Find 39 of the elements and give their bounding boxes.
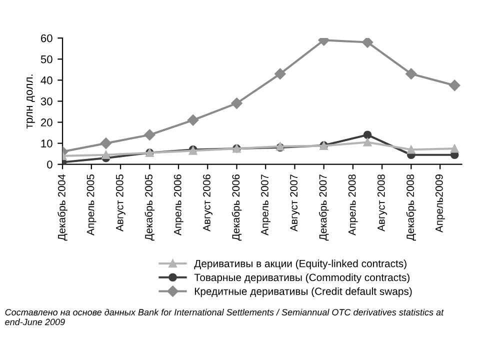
x-tick-label: Декабрь 2008: [406, 174, 416, 241]
y-tick-label: 60: [41, 34, 52, 42]
point: [448, 80, 460, 92]
x-tick-label: Декабрь 2007: [318, 174, 329, 241]
point: [407, 145, 416, 154]
point: [362, 38, 374, 48]
y-tick-label: 20: [41, 118, 52, 126]
x-tick-label: Декабрь 2005: [144, 174, 155, 241]
point: [102, 150, 110, 160]
y-tick-label: 10: [41, 140, 52, 148]
legend-label: Кредитные деривативы (Credit default swaps): [194, 287, 412, 298]
point: [274, 68, 286, 80]
point: [450, 144, 459, 153]
point: [363, 138, 372, 146]
x-tick-label: Апрель 2005: [86, 174, 96, 236]
y-tick-label: 0: [47, 160, 52, 168]
legend-label: Деривативы в акции (Equity-linked contracts): [194, 260, 406, 270]
point: [406, 68, 417, 80]
point: [187, 114, 199, 126]
x-tick-label: Август 2007: [290, 174, 300, 232]
x-tick-label: Апрель 2008: [348, 174, 358, 236]
x-tick-label: Август 2005: [116, 174, 126, 232]
y-tick-label: 40: [40, 76, 52, 84]
x-tick-label: Август 2006: [203, 174, 212, 232]
x-tick-label: Апрель2009: [435, 174, 445, 233]
point: [100, 138, 112, 149]
x-tick-label: Декабрь 2004: [58, 174, 68, 241]
x-tick-label: Декабрь 2006: [232, 174, 242, 241]
y-axis-title: трлн долл.: [26, 74, 35, 129]
text: Составлено на основе данных Bank for International Settlements / Semiannual OTC derivatives statistics at end-June 2009: [5, 308, 444, 326]
point: [144, 129, 156, 140]
x-tick-label: Апрель 2007: [261, 174, 270, 236]
x-tick-label: Август 2008: [377, 174, 387, 232]
y-tick-label: 50: [40, 55, 52, 64]
x-tick-label: Апрель 2006: [174, 174, 184, 236]
point: [231, 98, 242, 109]
y-tick-label: 30: [40, 97, 52, 106]
point: [363, 130, 372, 140]
legend-label: Товарные деривативы (Commodity contracts): [194, 273, 410, 284]
